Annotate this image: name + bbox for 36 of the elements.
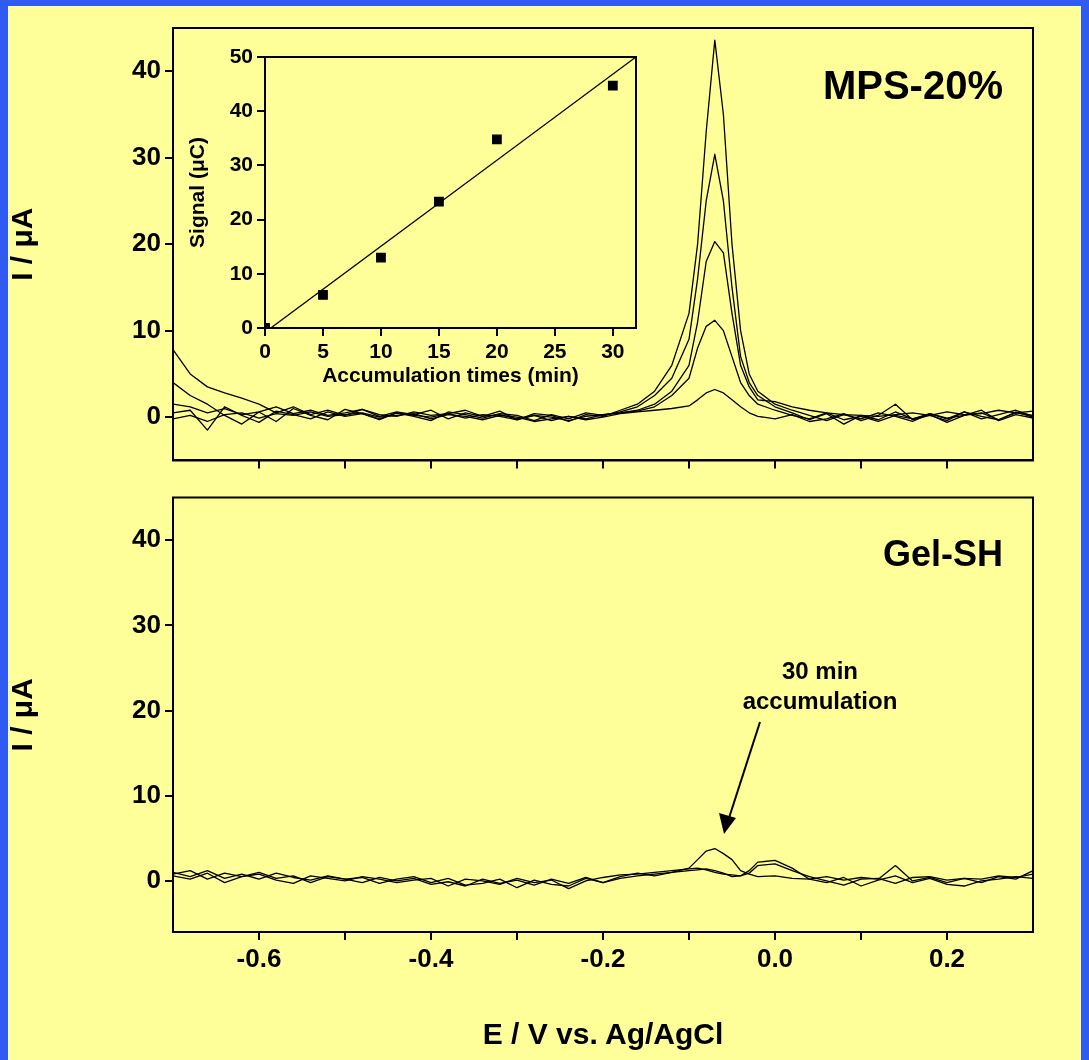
y-axis-title: I / μA [5, 207, 39, 281]
y-tick-label: 30 [229, 152, 253, 176]
y-axis-title: I / μA [5, 678, 39, 752]
y-tick-label: 0 [241, 314, 253, 338]
annotation: 30 min accumulation [741, 656, 899, 716]
y-tick-label: 10 [229, 260, 253, 284]
x-tick-label: 15 [427, 339, 451, 363]
y-tick-label: 50 [229, 43, 253, 67]
x-tick-label: 0.0 [756, 942, 794, 973]
annotation: MPS-20% [822, 63, 1003, 108]
y-tick-label: 30 [132, 140, 161, 171]
y-tick-label: 40 [132, 523, 161, 554]
y-tick-label: 10 [132, 778, 161, 809]
x-tick-label: 0 [259, 339, 271, 363]
y-tick-label: 40 [229, 98, 253, 121]
x-axis-title: Accumulation times (min) [322, 363, 579, 387]
x-tick-label: 30 [601, 339, 625, 363]
annotation: Gel-SH [882, 532, 1003, 574]
x-tick-label: -0.4 [408, 942, 454, 973]
x-tick-label: 25 [543, 339, 567, 363]
y-tick-label: 20 [132, 227, 161, 258]
x-tick-label: 0.2 [928, 942, 966, 973]
x-tick-label: 10 [369, 339, 393, 363]
y-tick-label: 0 [146, 864, 161, 895]
y-axis-title: Signal (μC) [185, 137, 209, 248]
y-tick-label: 40 [132, 54, 161, 85]
y-tick-label: 0 [146, 400, 161, 431]
y-tick-label: 20 [229, 206, 253, 230]
x-axis-title: E / V vs. Ag/AgCl [482, 1017, 724, 1051]
y-tick-label: 20 [132, 693, 161, 724]
y-tick-label: 10 [132, 313, 161, 344]
x-tick-label: 20 [485, 339, 509, 363]
x-tick-label: -0.6 [236, 942, 282, 973]
x-tick-label: -0.2 [580, 942, 626, 973]
x-tick-label: 5 [317, 339, 330, 363]
y-tick-label: 30 [132, 608, 161, 639]
